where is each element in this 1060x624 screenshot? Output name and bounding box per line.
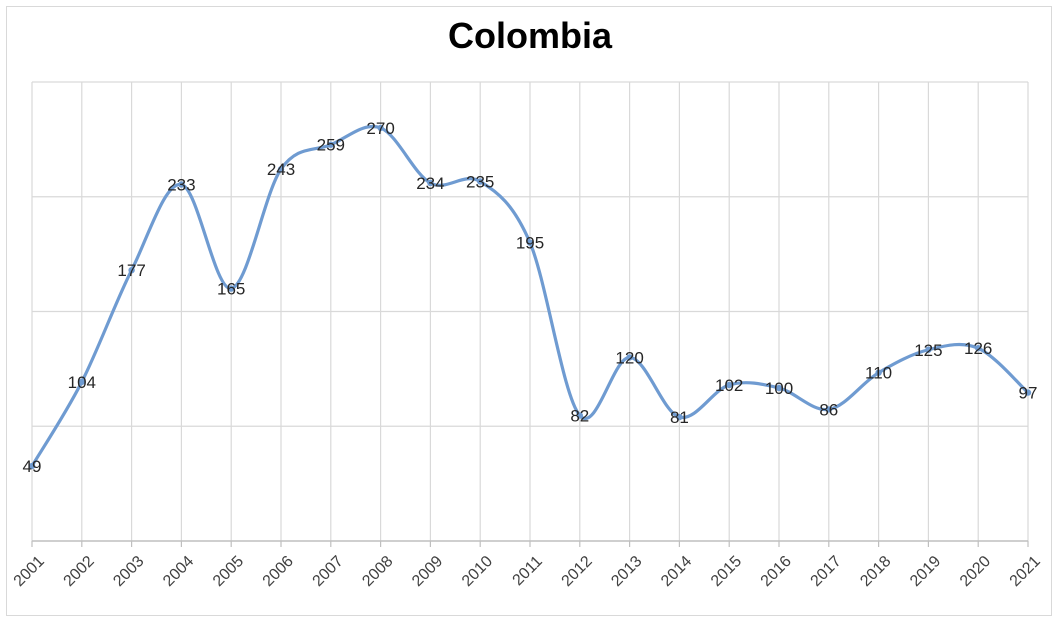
x-tick-label: 2001 (11, 553, 48, 590)
data-point (178, 181, 185, 188)
x-tick-label: 2021 (1007, 553, 1044, 590)
gridlines (31, 81, 1029, 541)
data-label: 177 (117, 261, 145, 280)
x-tick-label: 2005 (210, 553, 247, 590)
data-point (1024, 389, 1032, 396)
chart-title: Colombia (448, 15, 613, 56)
data-point (427, 179, 434, 187)
data-label: 126 (964, 339, 992, 358)
data-point (228, 285, 235, 292)
x-tick-label: 2013 (608, 553, 645, 590)
data-label: 233 (167, 176, 195, 195)
data-point (526, 239, 534, 246)
data-label: 102 (715, 376, 743, 395)
data-point (28, 462, 36, 470)
data-label: 49 (23, 457, 42, 476)
x-tick-label: 2003 (110, 553, 147, 590)
data-label: 235 (466, 172, 494, 191)
x-tick-label: 2010 (459, 553, 496, 590)
data-point (975, 345, 982, 352)
data-point (626, 354, 633, 361)
series-layer (28, 124, 1032, 470)
x-tick-label: 2014 (658, 553, 695, 590)
x-tick-label: 2011 (510, 553, 546, 589)
x-tick-label: 2015 (708, 553, 745, 590)
x-tick-label: 2017 (808, 553, 845, 590)
x-tick-label: 2019 (907, 553, 944, 590)
data-point (327, 141, 334, 148)
data-point (676, 413, 683, 421)
data-labels: 49 104 177 233 165 243 259 270 234 235 195 82 120 81 1… (23, 119, 1038, 476)
data-point (477, 178, 484, 185)
x-tick-label: 2006 (260, 553, 297, 590)
x-tick-label: 2012 (559, 553, 596, 590)
data-point (377, 124, 384, 132)
data-point (825, 406, 832, 413)
data-label: 125 (914, 341, 942, 360)
data-label: 110 (865, 364, 892, 383)
data-label: 120 (615, 348, 643, 367)
x-tick-label: 2004 (160, 553, 197, 590)
data-label: 234 (416, 174, 444, 193)
x-axis (31, 540, 1029, 547)
data-point (277, 166, 285, 173)
data-point (925, 346, 932, 353)
data-label: 82 (570, 407, 589, 426)
x-tick-label: 2020 (957, 553, 994, 590)
data-point (576, 412, 583, 419)
data-label: 259 (317, 136, 345, 155)
x-tick-label: 2018 (857, 553, 894, 590)
data-point (875, 369, 882, 376)
data-point (726, 381, 733, 389)
data-label: 165 (217, 280, 245, 299)
x-tick-label: 2009 (409, 553, 446, 590)
data-label: 100 (765, 379, 793, 398)
x-tick-labels: 2001 2002 2003 2004 2005 2006 2007 2008 2009 2010… (11, 553, 1044, 590)
data-point (775, 384, 783, 392)
data-label: 104 (68, 373, 96, 392)
data-point (128, 266, 135, 274)
data-label: 270 (366, 119, 394, 138)
x-tick-label: 2002 (61, 553, 98, 590)
data-point (78, 378, 86, 386)
data-label: 97 (1019, 384, 1038, 403)
data-label: 243 (267, 160, 295, 179)
data-label: 195 (516, 234, 544, 253)
x-tick-label: 2016 (758, 553, 795, 590)
x-tick-label: 2007 (310, 553, 347, 590)
data-label: 86 (819, 400, 838, 419)
data-label: 81 (670, 408, 689, 427)
x-tick-label: 2008 (359, 553, 396, 590)
